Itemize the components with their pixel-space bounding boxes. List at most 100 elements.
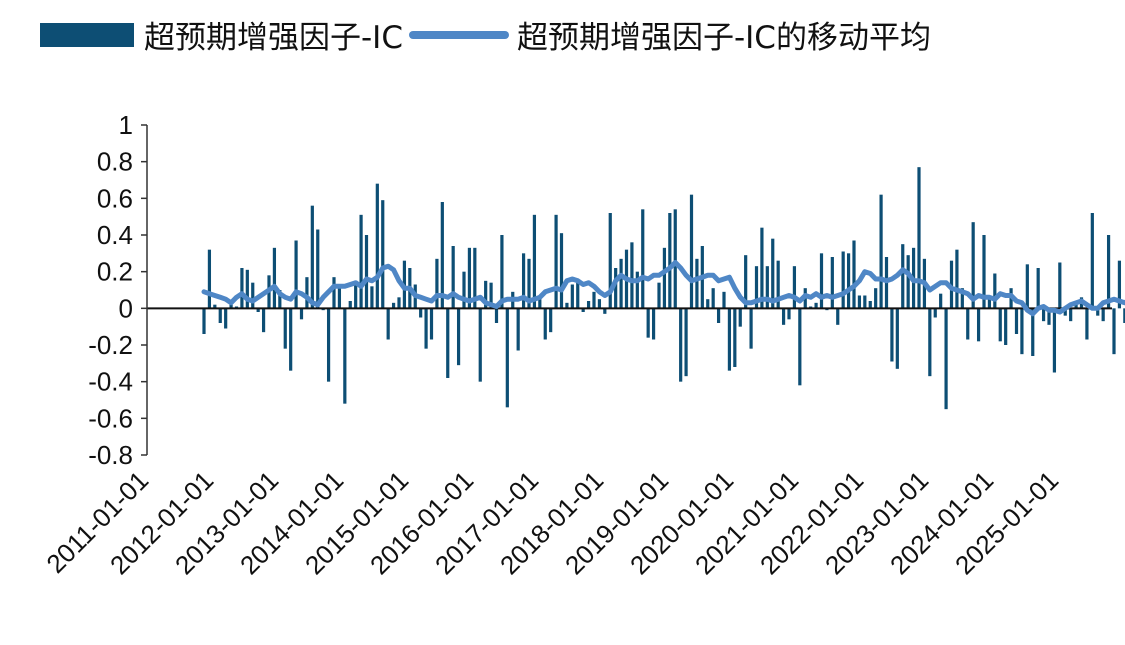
ic-bar: [662, 247, 667, 309]
ic-bar: [289, 308, 293, 371]
ic-bar: [1058, 262, 1062, 309]
ic-bar: [841, 251, 845, 309]
ic-bar: [944, 308, 948, 410]
ic-bar: [218, 308, 222, 323]
ic-bar: [597, 299, 602, 309]
legend-line-swatch: [408, 30, 509, 39]
ic-bar: [695, 258, 699, 309]
ic-bar: [305, 277, 309, 309]
ic-bar: [1041, 308, 1046, 322]
ic-bar: [473, 247, 477, 309]
ic-bar: [1069, 308, 1073, 322]
ic-bar: [976, 308, 981, 342]
ic-bar: [494, 308, 499, 323]
ic-bar: [608, 213, 612, 309]
legend-bar-label: 超预期增强因子-IC: [144, 20, 403, 56]
ic-bar: [316, 229, 320, 309]
ic-bar: [982, 235, 986, 309]
ic-bar: [576, 279, 580, 309]
ic-bar: [765, 266, 769, 309]
ic-bar: [722, 291, 726, 309]
ic-bar: [939, 293, 943, 309]
ic-bar: [874, 288, 878, 309]
ic-bar: [1096, 308, 1100, 316]
ic-bar: [879, 194, 883, 309]
ic-bar: [278, 290, 282, 309]
ic-bar: [1123, 308, 1125, 323]
ic-bar: [229, 304, 233, 309]
ic-bar: [224, 308, 228, 329]
ic-bar: [895, 308, 899, 369]
ic-bar: [565, 302, 569, 309]
ic-bar: [370, 286, 374, 309]
ic-bar: [993, 273, 997, 309]
ic-bar: [391, 302, 396, 309]
ic-bar: [251, 282, 255, 309]
ic-bar: [857, 295, 862, 309]
ic-bar: [1112, 308, 1116, 355]
ic-bar: [716, 308, 721, 323]
ic-bar: [261, 308, 266, 333]
ic-bar: [776, 260, 780, 309]
ic-bar: [998, 308, 1002, 342]
ic-bar: [819, 253, 824, 309]
ic-bar: [787, 308, 791, 320]
ic-bar: [554, 214, 558, 309]
ic-bar: [619, 258, 623, 309]
ic-bar: [1074, 302, 1078, 309]
y-tick-label: -0.2: [88, 330, 133, 360]
ic-bar: [343, 308, 347, 404]
ic-bar: [641, 209, 645, 309]
ic-bar: [326, 308, 331, 382]
ic-bar: [646, 308, 650, 338]
ic-bar: [1025, 264, 1029, 309]
ic-bar: [386, 308, 390, 340]
ic-bar: [1020, 308, 1024, 355]
y-tick-label: 1: [119, 110, 133, 140]
ic-bar: [207, 249, 212, 309]
ic-bar: [543, 308, 547, 340]
ic-bar: [592, 291, 596, 309]
ic-bar: [917, 167, 921, 309]
ic-bar: [836, 308, 840, 325]
ic-bar: [381, 200, 385, 309]
moving-average-line: [201, 260, 1125, 317]
ic-bar: [375, 183, 379, 309]
ic-bar: [689, 194, 694, 309]
ic-bar: [240, 268, 244, 309]
ic-bar: [489, 282, 493, 309]
ic-bar: [429, 308, 434, 340]
ic-bar: [478, 308, 482, 382]
ic-bar: [484, 280, 488, 309]
ic-bar: [559, 233, 564, 309]
ic-bar: [467, 247, 472, 309]
ic-bar: [814, 302, 818, 309]
ic-bar: [337, 284, 342, 309]
ic-bar: [668, 213, 672, 309]
ic-bar: [706, 299, 710, 309]
ic-bar: [906, 255, 910, 309]
ic-bar: [419, 308, 423, 318]
y-tick-label: -0.8: [88, 440, 133, 470]
ic-bar: [256, 308, 260, 312]
y-tick-label: -0.4: [88, 367, 133, 397]
ic-bar: [283, 308, 287, 349]
ic-bar: [348, 301, 352, 309]
ic-bar: [527, 258, 531, 309]
ic-bar: [1085, 308, 1089, 340]
ic-bar: [673, 209, 677, 309]
ic-bar: [781, 308, 786, 325]
ic-bar: [1036, 268, 1040, 309]
ic-bar: [727, 308, 732, 371]
ic-bar: [310, 205, 314, 309]
ic-bar: [549, 308, 553, 333]
ic-bar: [538, 299, 542, 309]
ic-bar: [1052, 308, 1057, 373]
ic-bar: [868, 301, 872, 309]
y-tick-label: 0.2: [97, 257, 133, 287]
y-tick-label: 0.8: [97, 147, 133, 177]
ic-bar: [792, 266, 797, 309]
ic-bar: [955, 249, 959, 309]
ic-bar: [651, 308, 656, 340]
